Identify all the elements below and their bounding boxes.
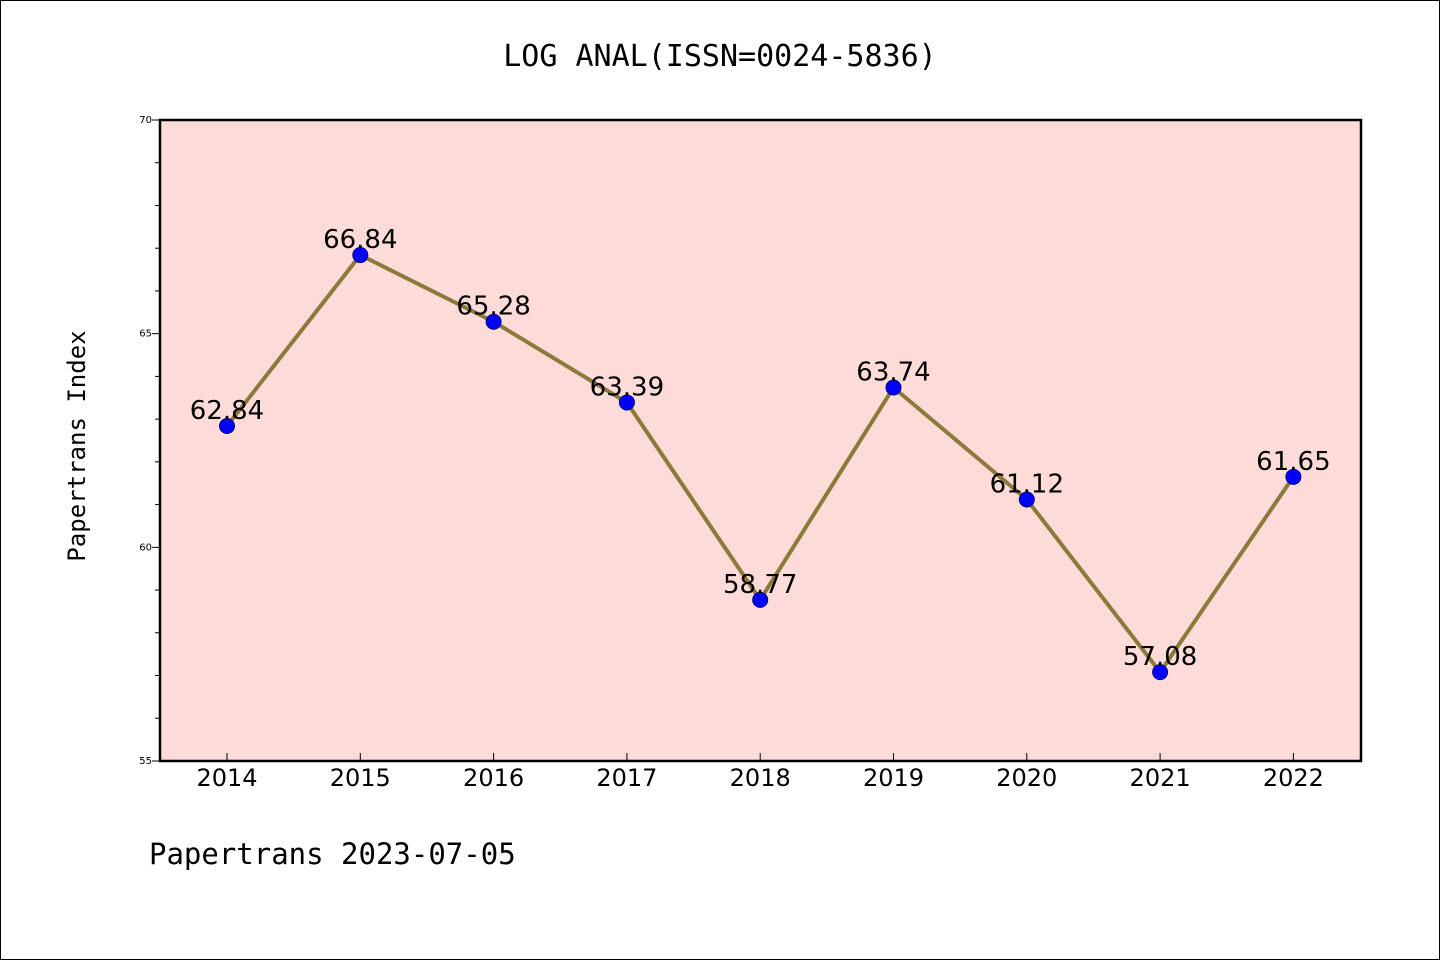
- data-point: [752, 591, 769, 608]
- data-point: [885, 379, 902, 396]
- y-axis-label: Papertrans Index: [63, 330, 91, 561]
- data-point: [352, 247, 369, 264]
- plot-area: [160, 120, 1361, 761]
- chart-title: LOG ANAL(ISSN=0024-5836): [503, 39, 936, 74]
- data-point: [618, 394, 635, 411]
- x-tick-label: 2021: [1130, 764, 1191, 792]
- x-axis-ticks: 2014 2015 2016 2017 2018 2019 2020 2021 2022: [196, 753, 1324, 792]
- y-tick-label: 70: [139, 115, 152, 126]
- y-axis-ticks: 55 60 65 70: [139, 115, 160, 767]
- data-label: 61.65: [1256, 447, 1330, 477]
- data-label: 63.74: [856, 358, 930, 388]
- data-label: 65.28: [456, 292, 530, 322]
- footer-text: Papertrans 2023-07-05: [149, 837, 516, 871]
- y-tick-label: 60: [139, 542, 152, 553]
- data-point: [1018, 491, 1035, 508]
- x-tick-label: 2022: [1263, 764, 1324, 792]
- data-label: 57.08: [1123, 642, 1197, 672]
- data-point: [1285, 468, 1302, 485]
- x-tick-label: 2015: [330, 764, 391, 792]
- data-labels: 62.84 66.84 65.28 63.39 58.77 63.74 61.12 57.08…: [190, 225, 1331, 672]
- x-tick-label: 2019: [863, 764, 924, 792]
- x-tick-label: 2014: [196, 764, 257, 792]
- data-label: 58.77: [723, 570, 797, 600]
- data-label: 61.12: [990, 469, 1064, 499]
- x-tick-label: 2016: [463, 764, 524, 792]
- y-tick-label: 55: [139, 756, 152, 767]
- plot-border: [158, 118, 1363, 763]
- data-label: 63.39: [590, 372, 664, 402]
- x-tick-label: 2020: [996, 764, 1057, 792]
- x-tick-label: 2018: [730, 764, 791, 792]
- data-point: [485, 313, 502, 330]
- data-markers: [219, 247, 1302, 681]
- x-tick-label: 2017: [596, 764, 657, 792]
- data-label: 62.84: [190, 396, 264, 426]
- data-label: 66.84: [323, 225, 397, 255]
- data-point: [1152, 664, 1169, 681]
- y-tick-label: 65: [139, 329, 152, 340]
- data-point: [219, 417, 235, 434]
